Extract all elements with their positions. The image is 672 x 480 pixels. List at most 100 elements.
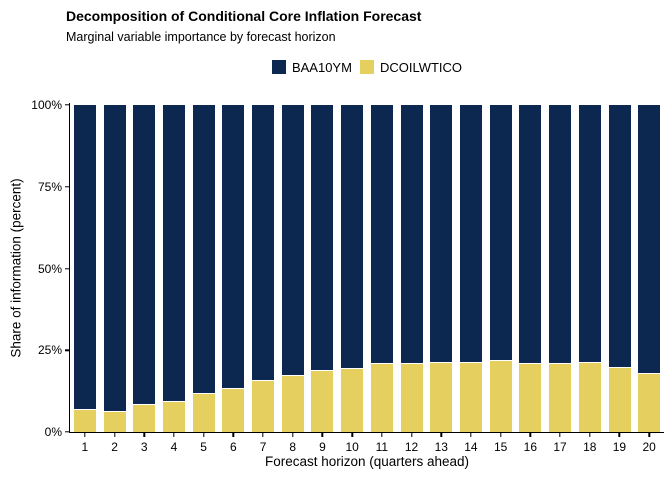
legend-label-baa10ym: BAA10YM [291, 59, 352, 75]
x-tick-label-2: 2 [111, 440, 118, 454]
x-tick-2 [113, 432, 116, 437]
x-tick-label-18: 18 [583, 440, 597, 454]
x-tick-8 [292, 432, 294, 437]
y-tick-label-100: 100% [31, 98, 62, 112]
bar-slot-9 [308, 105, 338, 432]
bar-segment-dcoilwtico [430, 361, 453, 432]
bar-segment-dcoilwtico [252, 379, 275, 432]
stacked-bar-19 [608, 105, 631, 432]
bar-slot-17 [545, 105, 575, 432]
bar-segment-dcoilwtico [400, 363, 423, 432]
bar-segment-dcoilwtico [459, 361, 482, 432]
y-tick-label-0: 0% [44, 425, 62, 439]
legend-item-dcoilwtico: DCOILWTICO [359, 59, 463, 75]
y-tick-0 [65, 431, 70, 433]
bar-segment-baa10ym [341, 105, 364, 369]
bar-segment-baa10ym [519, 105, 542, 364]
bar-segment-dcoilwtico [311, 369, 334, 432]
y-tick-50 [65, 267, 70, 270]
bar-segment-baa10ym [459, 105, 482, 362]
x-tick-label-14: 14 [464, 440, 478, 454]
legend-item-baa10ym: BAA10YM [271, 59, 352, 75]
bar-segment-baa10ym [549, 105, 572, 364]
bar-segment-baa10ym [400, 105, 423, 364]
stacked-bar-16 [519, 105, 542, 432]
bar-segment-dcoilwtico [103, 410, 126, 432]
x-tick-18 [589, 432, 591, 437]
x-tick-14 [470, 432, 472, 437]
x-tick-20 [648, 432, 650, 437]
chart-title: Decomposition of Conditional Core Inflat… [66, 8, 422, 24]
y-tick-label-75: 75% [37, 179, 62, 194]
bar-segment-dcoilwtico [281, 374, 304, 432]
y-tick-label-25: 25% [37, 343, 62, 358]
bar-segment-baa10ym [103, 105, 126, 411]
x-tick-label-15: 15 [493, 440, 508, 454]
bar-slot-12 [397, 105, 427, 432]
x-tick-label-12: 12 [404, 440, 419, 454]
x-tick-12 [410, 432, 413, 437]
bar-slot-2 [100, 105, 130, 432]
bar-segment-baa10ym [192, 105, 215, 393]
stacked-bar-4 [162, 105, 185, 432]
legend-label-dcoilwtico: DCOILWTICO [379, 59, 463, 75]
bar-slot-15 [486, 105, 516, 432]
x-tick-17 [559, 432, 561, 437]
bar-slot-19 [605, 105, 635, 432]
stacked-bar-10 [341, 105, 364, 432]
bar-segment-dcoilwtico [489, 360, 512, 432]
stacked-bar-9 [311, 105, 334, 432]
stacked-bar-15 [489, 105, 512, 432]
stacked-bar-12 [400, 105, 423, 432]
bar-slot-14 [456, 105, 486, 432]
bar-slot-1 [70, 105, 100, 432]
stacked-bar-17 [549, 105, 572, 432]
legend-swatch-baa10ym [271, 60, 286, 74]
stacked-bar-7 [252, 105, 275, 432]
x-tick-label-1: 1 [81, 440, 89, 454]
bar-segment-dcoilwtico [370, 363, 393, 432]
x-tick-label-19: 19 [612, 440, 627, 454]
x-tick-4 [173, 432, 175, 437]
bar-segment-dcoilwtico [341, 368, 364, 432]
stacked-bar-18 [578, 105, 601, 432]
x-axis-line [68, 432, 664, 434]
legend-swatch-dcoilwtico [359, 60, 374, 74]
bar-slot-18 [575, 105, 605, 432]
x-tick-9 [321, 432, 324, 437]
x-tick-1 [84, 432, 86, 437]
bar-slot-10 [337, 105, 367, 432]
plot-panel: 0% 25% 50% 75% 100% 1 2 3 4 5 6 7 8 9 10 11 12 13 14 15 16 1… [31, 98, 664, 454]
bar-slot-8 [278, 105, 308, 432]
x-tick-11 [381, 432, 383, 437]
bar-segment-baa10ym [252, 105, 275, 380]
bar-segment-baa10ym [489, 105, 512, 361]
bar-segment-dcoilwtico [638, 373, 661, 432]
bar-segment-baa10ym [133, 105, 156, 405]
x-tick-label-3: 3 [140, 440, 148, 454]
x-tick-label-6: 6 [230, 440, 237, 454]
bar-segment-baa10ym [222, 105, 245, 388]
bar-segment-dcoilwtico [192, 392, 215, 432]
bar-segment-dcoilwtico [519, 363, 542, 432]
x-tick-15 [499, 432, 502, 437]
bar-segment-dcoilwtico [133, 404, 156, 432]
bar-segment-dcoilwtico [608, 366, 631, 432]
bar-segment-baa10ym [430, 105, 453, 362]
bar-segment-baa10ym [578, 105, 601, 362]
bar-segment-baa10ym [73, 105, 96, 410]
bars-container [70, 105, 664, 432]
stacked-bar-11 [370, 105, 393, 432]
bar-segment-baa10ym [608, 105, 631, 367]
bar-slot-6 [219, 105, 249, 432]
bar-segment-baa10ym [281, 105, 304, 375]
x-tick-5 [202, 432, 205, 437]
stacked-bar-8 [281, 105, 304, 432]
bar-slot-4 [159, 105, 189, 432]
bar-slot-7 [248, 105, 278, 432]
bar-segment-dcoilwtico [578, 361, 601, 432]
stacked-bar-1 [73, 105, 96, 432]
bar-segment-baa10ym [162, 105, 185, 401]
y-tick-label-50: 50% [37, 261, 62, 276]
